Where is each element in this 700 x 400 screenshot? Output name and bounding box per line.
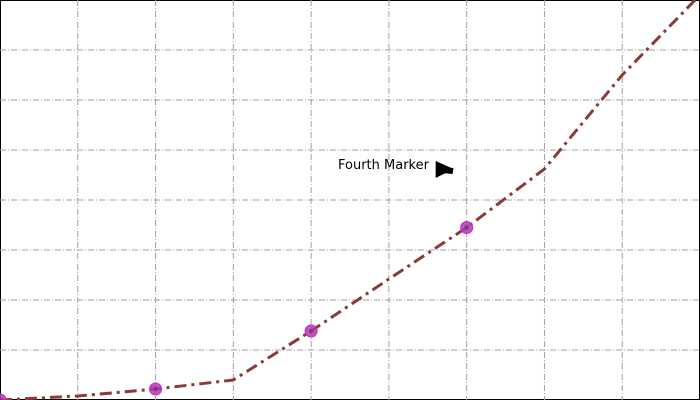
data-point-marker-center <box>464 225 469 230</box>
annotation-arrow-head <box>435 161 454 178</box>
annotation-layer: Fourth Marker <box>338 158 454 178</box>
annotation-label: Fourth Marker <box>338 158 430 173</box>
data-point-marker-center <box>0 397 3 400</box>
data-point-marker-center <box>153 386 158 392</box>
data-point-marker-center <box>308 328 314 334</box>
